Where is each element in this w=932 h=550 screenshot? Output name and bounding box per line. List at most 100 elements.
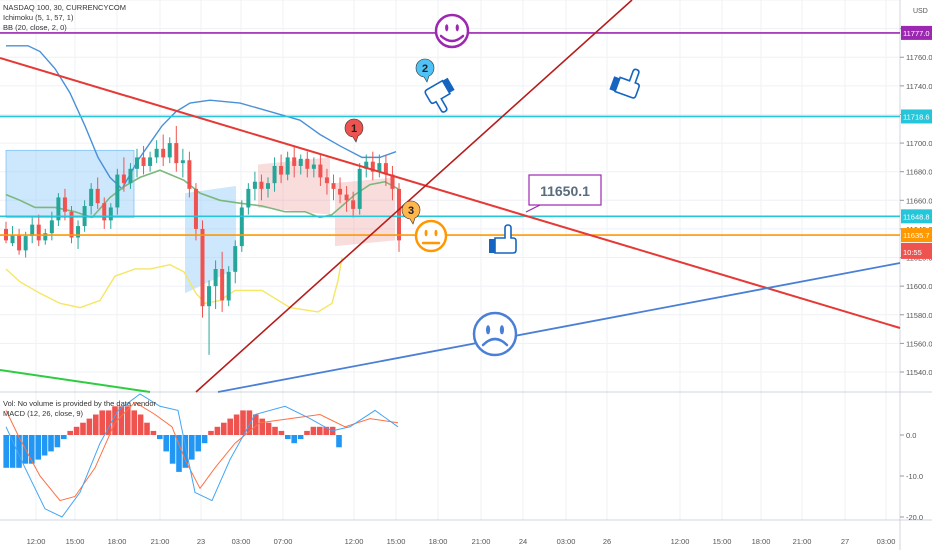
symbol-legend[interactable]: NASDAQ 100, 30, CURRENCYCOM: [3, 3, 126, 12]
price-tick-label: 11680.0: [906, 168, 932, 177]
macd-histogram-bar: [272, 426, 278, 435]
candle: [305, 158, 310, 169]
price-label-tag: [901, 228, 932, 243]
macd-histogram-bar: [169, 435, 176, 464]
marker-1-label: 1: [351, 123, 357, 135]
hand-pointing-icon-shape: [614, 68, 640, 99]
price-label-tag: [901, 209, 932, 224]
candle: [200, 228, 205, 307]
candle: [30, 224, 35, 237]
neutral-face-icon-eye: [424, 229, 428, 237]
candle: [390, 174, 395, 189]
macd-histogram-bar: [176, 435, 182, 472]
time-tick-label: 18:00: [429, 537, 448, 546]
candle: [331, 183, 336, 189]
candle: [56, 197, 61, 221]
time-tick-label: 27: [841, 537, 849, 546]
support-trendline: [217, 262, 901, 393]
price-tick-label: 11660.0: [906, 196, 932, 205]
macd-tick-label: -10.0: [906, 472, 923, 481]
candle: [161, 148, 166, 158]
candle: [108, 207, 113, 221]
candle: [259, 181, 264, 189]
macd-histogram-bar: [86, 418, 93, 435]
sad-face-icon-eye: [499, 325, 505, 335]
macd-histogram-bar: [3, 435, 9, 468]
macd-histogram-bar: [317, 426, 323, 435]
bb-lower-band: [5, 257, 343, 313]
hand-up-icon: [489, 224, 517, 254]
macd-histogram-bar: [35, 435, 41, 460]
price-label-text: 10:55: [903, 248, 922, 257]
time-tick-label: 03:00: [557, 537, 576, 546]
candle: [95, 188, 100, 204]
macd-histogram-bar: [246, 410, 253, 435]
candle: [377, 163, 382, 172]
ichimoku-legend[interactable]: Ichimoku (5, 1, 57, 1): [3, 13, 74, 22]
smiling-face-icon-eye: [455, 24, 459, 32]
candle: [324, 177, 329, 184]
macd-histogram-bar: [157, 435, 163, 440]
callout-box: [528, 174, 602, 206]
price-label-text: 11635.7: [903, 231, 930, 240]
candle: [246, 188, 251, 208]
macd-histogram-bar: [67, 430, 73, 435]
macd-histogram-bar: [118, 406, 125, 435]
macd-histogram-bar: [99, 410, 105, 435]
bb-legend[interactable]: BB (20, close, 2, 0): [3, 23, 67, 32]
candle: [311, 164, 316, 169]
candle: [36, 224, 41, 241]
time-tick-label: 03:00: [877, 537, 896, 546]
volume-legend[interactable]: Vol: No volume is provided by the data v…: [3, 399, 157, 408]
macd-histogram-bar: [278, 430, 285, 435]
macd-histogram-bar: [9, 435, 16, 468]
macd-histogram-bar: [304, 430, 310, 435]
macd-histogram-bar: [150, 430, 157, 435]
sad-face-icon-eye: [485, 325, 491, 335]
hand-down-icon-shape: [424, 79, 452, 113]
candle: [279, 165, 284, 175]
macd-line: [5, 393, 399, 518]
marker-1: [344, 118, 364, 143]
macd-histogram-bar: [214, 426, 221, 435]
macd-histogram-bar: [131, 410, 137, 435]
candle: [207, 286, 212, 307]
macd-histogram-bar: [125, 406, 131, 435]
price-label-text: 11648.8: [903, 212, 930, 221]
candle: [344, 194, 349, 201]
macd-histogram-bar: [259, 418, 265, 435]
time-tick-label: 12:00: [27, 537, 46, 546]
candle: [383, 163, 388, 175]
macd-histogram-bar: [201, 435, 208, 444]
candle: [285, 157, 290, 175]
price-label-tag: [901, 244, 932, 259]
macd-histogram-bar: [80, 422, 86, 435]
macd-histogram-bar: [297, 435, 304, 440]
macd-histogram-bar: [16, 435, 22, 468]
callout-label: 11650.1: [540, 183, 590, 199]
macd-histogram-bar: [41, 435, 48, 456]
macd-histogram-bar: [221, 422, 227, 435]
marker-2: [415, 58, 435, 83]
macd-tick-label: -20.0: [906, 513, 923, 522]
macd-histogram-bar: [208, 430, 214, 435]
candle: [252, 181, 257, 189]
price-label-text: 11718.6: [903, 112, 930, 121]
time-tick-label: 18:00: [752, 537, 771, 546]
smiling-face-icon-eye: [445, 24, 449, 32]
candle: [62, 197, 67, 212]
candle: [292, 157, 297, 166]
macd-legend[interactable]: MACD (12, 26, close, 9): [3, 409, 84, 418]
candle: [357, 168, 362, 209]
macd-histogram-bar: [253, 414, 259, 435]
macd-histogram-bar: [144, 422, 150, 435]
candle: [49, 220, 54, 234]
macd-signal-line: [5, 401, 399, 502]
hand-pointing-icon: [609, 68, 640, 99]
candle: [370, 161, 375, 172]
time-tick-label: 21:00: [472, 537, 491, 546]
hand-up-icon-cuff: [489, 239, 495, 253]
macd-histogram-bar: [137, 414, 144, 435]
candle: [266, 183, 270, 189]
